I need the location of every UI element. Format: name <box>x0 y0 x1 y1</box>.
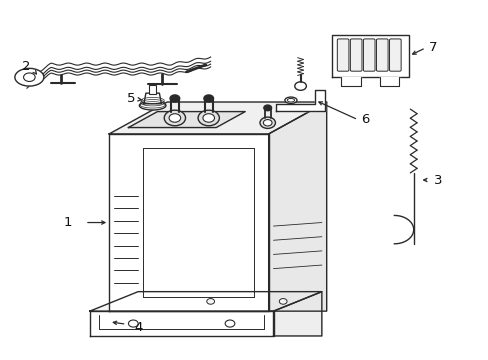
Polygon shape <box>331 35 408 77</box>
Bar <box>149 85 156 94</box>
Circle shape <box>170 95 180 102</box>
Circle shape <box>279 298 286 304</box>
Circle shape <box>23 73 35 81</box>
Circle shape <box>203 95 213 102</box>
Polygon shape <box>128 112 244 127</box>
Circle shape <box>260 117 275 129</box>
Polygon shape <box>273 292 321 336</box>
Polygon shape <box>109 102 326 134</box>
Text: 2: 2 <box>21 60 30 73</box>
Ellipse shape <box>285 97 296 103</box>
Text: 7: 7 <box>428 41 436 54</box>
Text: 6: 6 <box>361 113 369 126</box>
Polygon shape <box>276 90 324 111</box>
Circle shape <box>294 82 306 90</box>
Text: 4: 4 <box>134 321 142 334</box>
Ellipse shape <box>286 99 294 102</box>
Circle shape <box>169 114 180 122</box>
FancyBboxPatch shape <box>350 39 361 71</box>
Circle shape <box>264 105 271 111</box>
Polygon shape <box>90 292 321 311</box>
Circle shape <box>203 114 214 122</box>
Polygon shape <box>268 102 326 311</box>
Circle shape <box>164 110 185 126</box>
FancyBboxPatch shape <box>376 39 387 71</box>
Circle shape <box>206 298 214 304</box>
Polygon shape <box>143 93 161 104</box>
Ellipse shape <box>139 101 165 110</box>
FancyBboxPatch shape <box>389 39 400 71</box>
Polygon shape <box>90 311 273 336</box>
Circle shape <box>263 120 271 126</box>
Circle shape <box>198 110 219 126</box>
Text: 1: 1 <box>63 216 72 229</box>
Ellipse shape <box>15 68 44 86</box>
Circle shape <box>128 320 138 327</box>
Text: 3: 3 <box>433 174 441 186</box>
FancyBboxPatch shape <box>337 39 348 71</box>
FancyBboxPatch shape <box>363 39 374 71</box>
Polygon shape <box>109 134 268 311</box>
Text: 5: 5 <box>126 92 135 105</box>
Circle shape <box>224 320 234 327</box>
